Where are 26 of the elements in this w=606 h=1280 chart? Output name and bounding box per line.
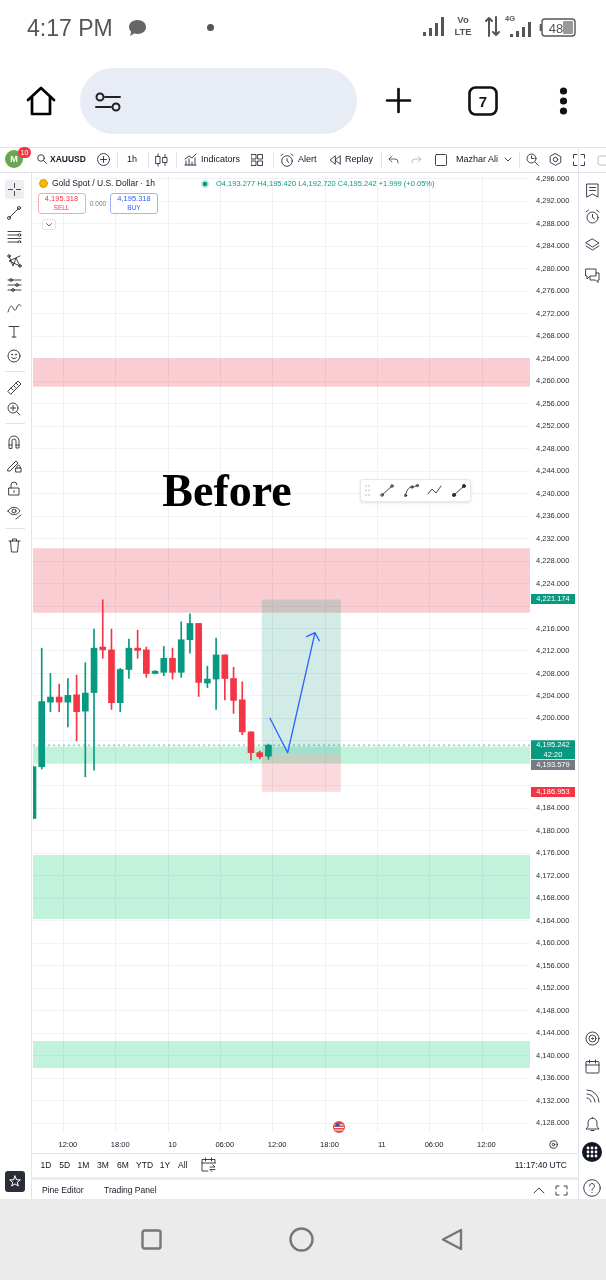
- candlestick: [99, 599, 107, 659]
- text: Pine Editor: [42, 1184, 84, 1195]
- text: Mazhar Ali: [456, 154, 499, 164]
- text: Indicators: [201, 154, 241, 164]
- text: Vo: [457, 14, 469, 26]
- text: LTE: [454, 26, 472, 38]
- text: 7: [478, 92, 488, 110]
- text: M: [10, 153, 18, 164]
- chart-title: Gold Spot / U.S. Dollar · 1h: [52, 178, 155, 189]
- text: Replay: [345, 154, 374, 164]
- text: Trading Panel: [104, 1184, 157, 1195]
- text: YTD: [136, 1159, 154, 1170]
- text: XAUUSD: [50, 154, 86, 165]
- text: Alert: [298, 154, 317, 164]
- annotation: Before: [162, 465, 292, 516]
- text: 48: [548, 20, 564, 36]
- text: 5D: [59, 1159, 71, 1170]
- text: 11:17:40 UTC: [514, 1159, 567, 1170]
- text: 1h: [126, 154, 138, 164]
- text: 6M: [117, 1159, 129, 1170]
- text: 1Y: [159, 1159, 171, 1170]
- text: 3M: [97, 1159, 109, 1170]
- text: All: [177, 1159, 188, 1170]
- text: 1D: [40, 1159, 52, 1170]
- text: 1M: [77, 1159, 90, 1170]
- text: 4:17 PM: [27, 14, 113, 41]
